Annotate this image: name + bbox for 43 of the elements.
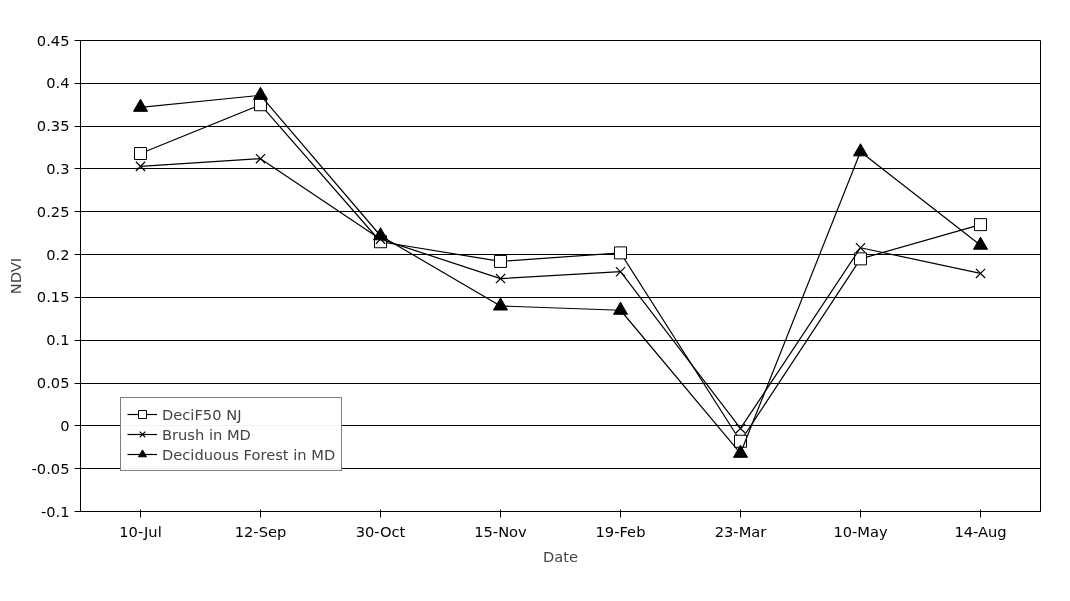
- point: [974, 218, 987, 232]
- y-tick-label: 0.15: [36, 288, 70, 306]
- point: [733, 444, 748, 458]
- y-axis-title: NDVI: [6, 257, 24, 295]
- point: [613, 301, 628, 315]
- y-tick-label: 0: [60, 416, 70, 434]
- x-tick-label: 14-Aug: [954, 522, 1007, 540]
- y-tick-label: -0.1: [40, 502, 70, 520]
- y-tick-label: 0.35: [36, 117, 70, 135]
- x-tick-label: 10-May: [833, 522, 888, 540]
- point: [134, 147, 147, 161]
- point: [853, 143, 868, 157]
- y-tick-label: 0.1: [46, 331, 70, 349]
- legend-label: DeciF50 NJ: [162, 405, 242, 423]
- point: [495, 273, 506, 284]
- point: [975, 268, 986, 279]
- y-tick-label: 0.25: [36, 202, 70, 220]
- point: [373, 227, 388, 241]
- y-tick-label: 0.4: [46, 74, 70, 92]
- x-tick-label: 12-Sep: [234, 522, 287, 540]
- x-tick-label: 19-Feb: [595, 522, 646, 540]
- point: [855, 242, 866, 253]
- legend-label: Brush in MD: [162, 425, 251, 443]
- x-axis-title: Date: [542, 547, 579, 565]
- point: [494, 254, 507, 268]
- legend-label: Deciduous Forest in MD: [162, 445, 336, 463]
- x-tick-label: 30-Oct: [355, 522, 406, 540]
- point: [255, 153, 266, 164]
- point: [614, 246, 627, 260]
- point: [615, 266, 626, 277]
- x-tick-label: 10-Jul: [119, 522, 162, 540]
- point: [854, 252, 867, 266]
- x-tick-label: 23-Mar: [714, 522, 768, 540]
- point: [493, 297, 508, 311]
- x-tick-label: 15-Nov: [474, 522, 528, 540]
- point: [735, 423, 746, 434]
- y-tick-label: 0.05: [36, 374, 70, 392]
- y-tick-label: -0.05: [31, 459, 70, 477]
- point: [973, 236, 988, 250]
- point: [135, 161, 146, 172]
- y-tick-label: 0.45: [36, 31, 70, 49]
- y-tick-label: 0.3: [46, 159, 70, 177]
- y-tick-label: 0.2: [46, 245, 70, 263]
